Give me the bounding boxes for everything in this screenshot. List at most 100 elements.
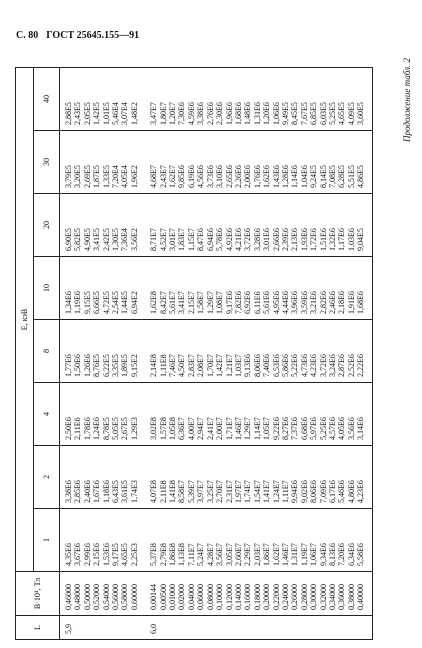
value: 9,15E5 (82, 291, 92, 314)
value: 1,14E7 (252, 417, 262, 440)
value: 2,69E5 (82, 165, 92, 188)
value: 6,22E5 (101, 354, 111, 377)
value: 7,36E4 (120, 228, 130, 251)
value: 5,58E6 (356, 543, 366, 566)
value: 3,10E6 (215, 165, 225, 188)
value: 6,34E6 (346, 543, 356, 566)
value: 8,06E6 (252, 354, 262, 377)
header-cell: B·10⁴, Тл (15, 571, 60, 616)
value: 1,19E7 (299, 543, 309, 566)
value: 1,57E8 (158, 417, 168, 440)
b-value: 0,16000 (243, 584, 253, 610)
value: 1,48E2 (129, 102, 139, 125)
value-cell: 2,14E8 1,11E8 7,46E7 4,50E7 2,83E7 2,08E7 1,70… (145, 319, 373, 383)
value: 3,97E7 (196, 480, 206, 503)
b-value: 0,38000 (346, 584, 356, 610)
value: 6,85E5 (309, 102, 319, 125)
b-value: 0,36000 (337, 584, 347, 610)
value: 4,09E5 (346, 102, 356, 125)
value: 1,11E7 (280, 480, 290, 503)
value: 3,05E7 (224, 543, 234, 566)
value: 2,79E8 (158, 543, 168, 566)
value: 6,66E5 (92, 291, 102, 314)
value: 1,97E7 (233, 480, 243, 503)
value-cell: 1,77E6 1,50E6 1,26E6 8,76E5 6,22E5 3,35E5 1,89… (59, 319, 146, 383)
l-cell: 5,9 (59, 615, 146, 640)
value: 4,90E5 (82, 228, 92, 251)
value: 1,77E6 (64, 354, 73, 377)
value: 1,11E8 (158, 354, 168, 377)
value: 1,28E6 (280, 165, 290, 188)
value: 4,23E6 (309, 354, 319, 377)
value: 1,46E7 (233, 417, 243, 440)
value: 1,01E5 (101, 102, 111, 125)
value: 4,35E6 (64, 543, 73, 566)
value: 1,46E7 (280, 543, 290, 566)
value: 9,04E5 (356, 228, 366, 251)
value: 3,07E4 (120, 102, 130, 125)
value: 1,30E5 (111, 228, 121, 251)
value: 1,50E6 (73, 354, 83, 377)
value: 7,20E4 (111, 165, 121, 188)
value: 7,40E6 (262, 354, 272, 377)
value: 1,08E7 (215, 291, 225, 314)
value: 2,31E7 (224, 480, 234, 503)
value: 4,44E6 (280, 291, 290, 314)
value: 1,15E7 (186, 228, 196, 251)
value: 7,08E5 (327, 165, 337, 188)
value: 2,13E6 (290, 228, 300, 251)
value: 3,72E6 (318, 354, 328, 377)
value: 4,00E7 (186, 417, 196, 440)
value: 1,44E5 (120, 291, 130, 314)
b-value: 0,18000 (252, 584, 262, 610)
value: 1,29E3 (129, 417, 139, 440)
page-number: С. 80 (16, 30, 39, 41)
value: 3,56E7 (215, 543, 225, 566)
energy-header: 1 (33, 508, 60, 572)
value: 1,83E7 (177, 228, 187, 251)
value: 1,06E7 (309, 543, 319, 566)
value: 2,54E5 (111, 291, 121, 314)
value: 4,05E6 (337, 417, 347, 440)
value: 8,06E6 (309, 480, 319, 503)
value: 1,96E6 (224, 102, 234, 125)
value: 1,91E6 (346, 291, 356, 314)
value: 9,17E5 (111, 543, 121, 566)
value: 2,42E5 (101, 228, 111, 251)
value: 5,78E6 (215, 228, 225, 251)
value: 1,13E8 (177, 543, 187, 566)
value: 2,25E3 (129, 543, 139, 566)
value: 6,90E5 (64, 228, 73, 251)
value: 5,24E7 (196, 543, 206, 566)
value: 6,28E5 (337, 165, 347, 188)
value: 7,67E5 (299, 102, 309, 125)
value: 1,41E8 (168, 480, 178, 503)
page-header: С. 80 ГОСТ 25645.155—91 (16, 30, 147, 41)
value: 2,41E7 (205, 417, 215, 440)
energy-header: 2 (33, 445, 60, 509)
value: 1,48E6 (243, 102, 253, 125)
value: 1,19E6 (73, 291, 83, 314)
value: 3,38E6 (196, 102, 206, 125)
b-value: 0,06000 (196, 584, 206, 610)
value: 1,05E7 (262, 417, 272, 440)
value: 4,28E7 (205, 543, 215, 566)
b-value: 0,54000 (101, 584, 111, 610)
value: 1,68E6 (233, 102, 243, 125)
b-value: 0,04000 (186, 584, 196, 610)
value: 1,70E7 (205, 354, 215, 377)
value: 1,14E6 (290, 165, 300, 188)
value: 5,86E6 (280, 354, 290, 377)
value: 2,60E7 (233, 543, 243, 566)
value: 8,58E7 (177, 480, 187, 503)
value: 6,19E6 (186, 165, 196, 188)
value: 4,07E8 (149, 480, 159, 503)
b-value: 0,40000 (356, 584, 366, 610)
value: 1,76E6 (252, 165, 262, 188)
b-value: 0,52000 (92, 584, 102, 610)
value: 7,11E7 (186, 543, 196, 566)
value: 6,03E5 (318, 102, 328, 125)
energy-header: 40 (33, 67, 60, 131)
value-cell: 1,34E6 1,19E6 9,15E5 6,66E5 4,72E5 2,54E5 1,44… (59, 256, 146, 320)
